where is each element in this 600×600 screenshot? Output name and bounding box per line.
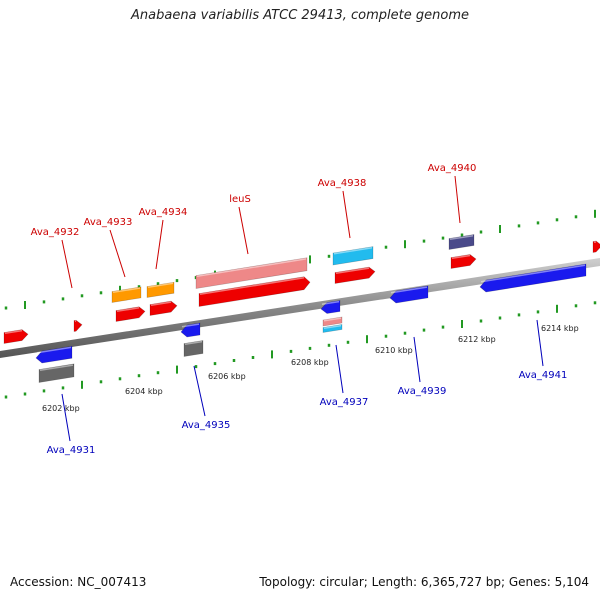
gene-feature-pink: [195, 257, 308, 289]
scale-label: 6210 kbp: [375, 346, 413, 355]
gene-label-Ava_4934: Ava_4934: [139, 207, 188, 218]
gene-feature-red: [3, 329, 29, 344]
gene-leader-line: [335, 344, 344, 394]
gene-feature-pink-highlight: [323, 317, 342, 322]
gene-leader-line: [109, 229, 126, 278]
gene-leader-line: [536, 319, 544, 367]
scale-label: 6212 kbp: [458, 335, 496, 344]
gene-leader-line: [61, 393, 71, 442]
gene-feature-red-highlight: [116, 307, 140, 313]
gene-feature-gray-highlight: [39, 364, 74, 372]
gene-feature-blue: [180, 322, 201, 338]
gene-leader-line: [238, 206, 249, 255]
scale-label: 6214 kbp: [541, 324, 579, 333]
gene-feature-red-highlight: [451, 254, 471, 260]
label-leaders: [61, 175, 544, 442]
gene-feature-gray: [183, 340, 204, 357]
gene-feature-orange: [146, 281, 175, 298]
gene-leader-line: [193, 365, 206, 417]
scale-label: 6202 kbp: [42, 404, 80, 413]
gene-label-Ava_4935: Ava_4935: [182, 420, 231, 431]
gene-label-Ava_4931: Ava_4931: [47, 445, 96, 456]
gene-leader-line: [413, 336, 421, 383]
genome-backbone: [0, 258, 600, 358]
gene-feature-cyan-highlight: [323, 324, 342, 330]
scale-labels: 6202 kbp 6204 kbp 6206 kbp 6208 kbp 6210 kbp…: [42, 324, 579, 413]
gene-label-Ava_4939: Ava_4939: [398, 386, 447, 397]
gene-feature-red-highlight: [199, 276, 305, 296]
gene-feature-gray-highlight: [184, 340, 203, 346]
gene-label-Ava_4938: Ava_4938: [318, 178, 367, 189]
gene-label-leuS: leuS: [229, 194, 251, 205]
gene-feature-orange-highlight: [147, 282, 174, 289]
gene-feature-red: [592, 240, 600, 253]
backbone-bar: [0, 258, 600, 358]
gene-feature-red: [73, 319, 83, 332]
gene-feature-red-highlight: [150, 301, 172, 307]
gene-label-Ava_4941: Ava_4941: [519, 370, 568, 381]
gene-feature-orange: [111, 286, 142, 303]
gene-features: [3, 234, 600, 383]
gene-feature-cyan: [322, 324, 343, 333]
gene-leader-line: [155, 219, 164, 270]
gene-leader-line: [61, 239, 73, 289]
gene-feature-navy-highlight: [449, 234, 474, 241]
gene-feature-red: [450, 254, 477, 269]
gene-feature-blue: [389, 285, 429, 304]
gene-leader-line: [342, 190, 351, 239]
gene-feature-red: [198, 276, 311, 307]
accession-text: Accession: NC_007413: [10, 575, 147, 589]
gene-feature-red: [115, 306, 146, 322]
gene-feature-red-highlight: [335, 267, 370, 275]
gene-feature-red: [149, 300, 178, 316]
scale-label: 6208 kbp: [291, 358, 329, 367]
gene-label-Ava_4940: Ava_4940: [428, 163, 477, 174]
tick-marks: [4, 209, 597, 399]
scale-label: 6204 kbp: [125, 387, 163, 396]
gene-label-Ava_4933: Ava_4933: [84, 217, 133, 228]
gene-feature-pink: [322, 316, 343, 327]
map-title: Anabaena variabilis ATCC 29413, complete…: [131, 8, 469, 23]
gene-label-Ava_4932: Ava_4932: [31, 227, 80, 238]
gene-feature-blue-highlight: [36, 346, 72, 354]
gene-feature-blue: [479, 263, 587, 293]
gene-label-Ava_4937: Ava_4937: [320, 397, 369, 408]
gene-feature-blue-highlight: [321, 300, 340, 306]
scale-label: 6206 kbp: [208, 372, 246, 381]
genome-summary-text: Topology: circular; Length: 6,365,727 bp…: [259, 575, 589, 589]
gene-feature-cyan-highlight: [333, 247, 373, 255]
gene-feature-blue: [35, 345, 73, 364]
gene-feature-red-highlight: [4, 329, 23, 335]
gene-feature-orange-highlight: [112, 287, 141, 294]
gene-feature-blue-highlight: [181, 323, 200, 328]
gene-feature-pink-highlight: [196, 258, 307, 278]
gene-feature-cyan: [332, 246, 374, 266]
gene-leader-line: [454, 175, 461, 224]
gene-feature-blue-highlight: [480, 264, 586, 283]
gene-labels: Ava_4932 Ava_4933 Ava_4934 leuS Ava_4938 Ava_…: [31, 163, 568, 456]
gene-feature-gray: [38, 363, 75, 383]
gene-feature-navy: [448, 234, 475, 250]
gene-feature-blue-highlight: [390, 286, 428, 294]
gene-feature-blue: [320, 300, 341, 314]
gene-feature-red: [334, 266, 376, 284]
